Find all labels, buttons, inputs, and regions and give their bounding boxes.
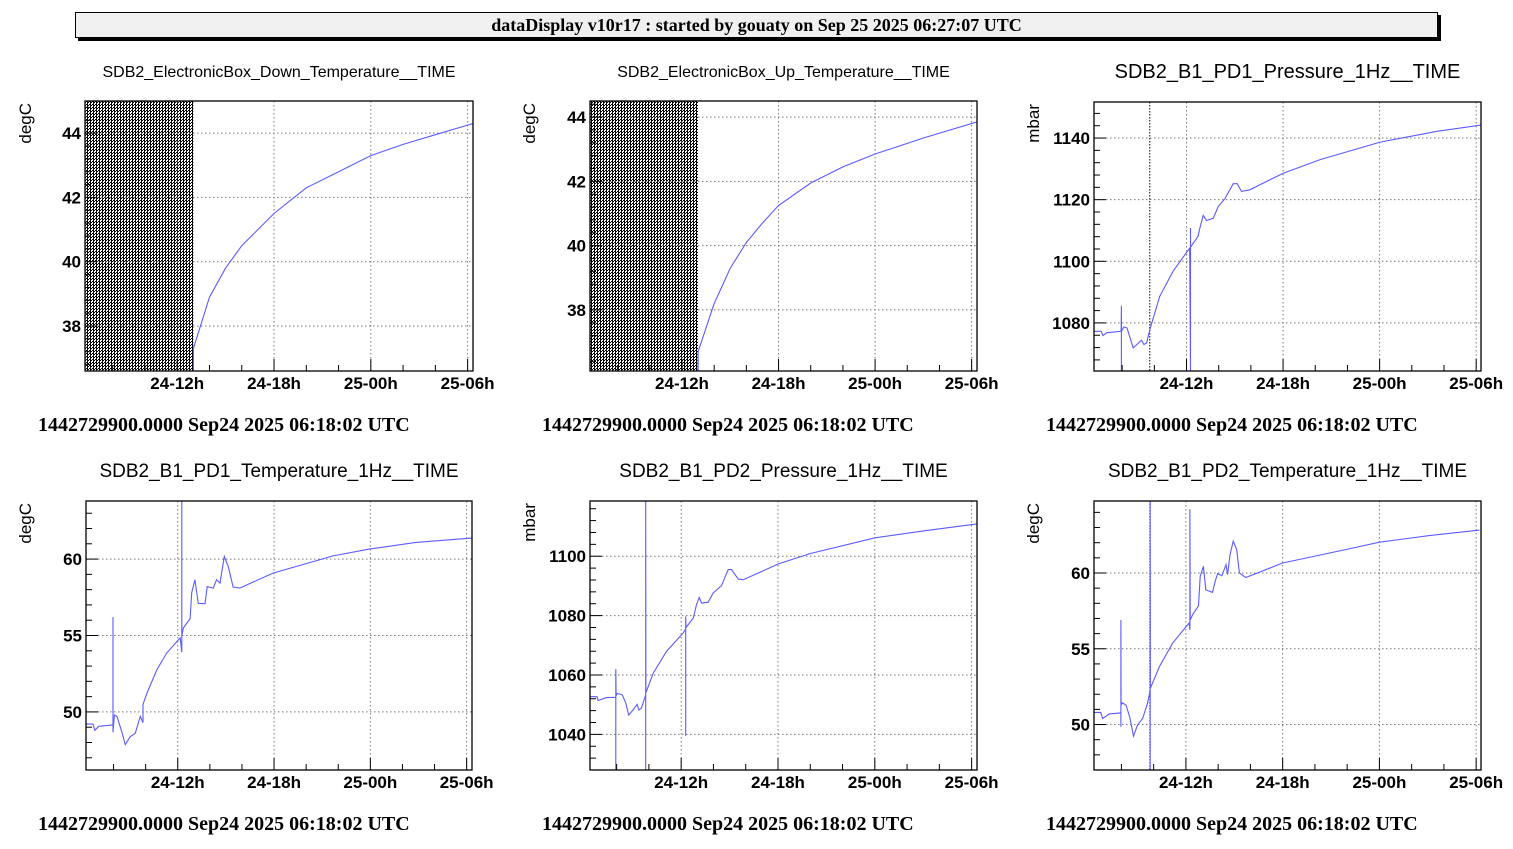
x-tick-label: 24-12h <box>654 773 708 792</box>
plot-title: SDB2_B1_PD2_Temperature_1Hz__TIME <box>1108 461 1467 482</box>
y-tick-label: 50 <box>1071 716 1090 735</box>
x-tick-label: 25-00h <box>343 773 397 792</box>
x-tick-label: 25-00h <box>1352 773 1406 792</box>
data-series-line <box>1094 501 1480 770</box>
plot-title: SDB2_ElectronicBox_Up_Temperature__TIME <box>617 64 950 81</box>
plot-frame <box>1093 101 1482 372</box>
x-tick-label: 24-12h <box>150 374 204 393</box>
x-tick-label: 24-18h <box>752 374 806 393</box>
stats-footer: 1442729900.0000 Sep24 2025 06:18:02 UTC <box>542 813 914 835</box>
y-axis-label: mbar <box>1024 104 1043 143</box>
plot-panel-5: SDB2_B1_PD2_Pressure_1Hz__TIME 1040 1060 10… <box>520 461 999 835</box>
y-tick-label: 55 <box>1071 640 1090 659</box>
stats-footer: 1442729900.0000 Sep24 2025 06:18:02 UTC <box>38 813 410 835</box>
x-tick-label: 25-00h <box>1353 374 1407 393</box>
window-title: dataDisplay v10r17 : started by gouaty o… <box>491 15 1022 35</box>
x-tick-label: 25-06h <box>1449 773 1503 792</box>
y-tick-label: 1040 <box>548 725 586 744</box>
plot-title: SDB2_ElectronicBox_Down_Temperature__TIM… <box>102 64 455 81</box>
y-tick-label: 38 <box>567 301 586 320</box>
x-tick-label: 25-06h <box>440 773 494 792</box>
y-axis-label: mbar <box>520 503 539 542</box>
plot-frame <box>589 500 978 771</box>
plot-frame <box>1093 500 1482 771</box>
no-data-hatched-region <box>85 101 194 371</box>
plot-title: SDB2_B1_PD2_Pressure_1Hz__TIME <box>619 461 947 482</box>
y-tick-label: 40 <box>62 253 81 272</box>
y-axis-label: degC <box>16 503 35 544</box>
x-tick-label: 24-18h <box>247 374 301 393</box>
y-tick-label: 42 <box>62 188 81 207</box>
y-axis-label: degC <box>16 103 35 144</box>
y-tick-label: 38 <box>62 317 81 336</box>
y-tick-label: 42 <box>567 172 586 191</box>
y-tick-label: 50 <box>63 703 82 722</box>
plot-title: SDB2_B1_PD1_Temperature_1Hz__TIME <box>99 461 458 482</box>
stats-footer: 1442729900.0000 Sep24 2025 06:18:02 UTC <box>542 414 914 436</box>
y-axis-label: degC <box>1024 503 1043 544</box>
stats-footer: 1442729900.0000 Sep24 2025 06:18:02 UTC <box>1046 813 1418 835</box>
y-tick-label: 44 <box>567 108 586 127</box>
plot-panel-3: SDB2_B1_PD1_Pressure_1Hz__TIME 1080 1100 11… <box>1024 61 1503 436</box>
x-tick-label: 24-12h <box>151 773 205 792</box>
x-tick-label: 24-12h <box>655 374 709 393</box>
x-tick-label: 24-18h <box>1256 374 1310 393</box>
stats-footer: 1442729900.0000 Sep24 2025 06:18:02 UTC <box>38 414 410 436</box>
data-series-line <box>86 501 472 746</box>
no-data-hatched-region <box>590 101 699 371</box>
plot-panel-2: SDB2_ElectronicBox_Up_Temperature__TIME 3… <box>520 64 999 436</box>
x-tick-label: 25-06h <box>945 374 999 393</box>
plot-panel-1: SDB2_ElectronicBox_Down_Temperature__TIM… <box>16 64 495 436</box>
y-tick-label: 55 <box>63 627 82 646</box>
x-tick-label: 24-12h <box>1160 374 1214 393</box>
y-tick-label: 44 <box>62 124 81 143</box>
x-tick-label: 24-12h <box>1159 773 1213 792</box>
y-tick-label: 40 <box>567 237 586 256</box>
x-tick-label: 25-00h <box>848 773 902 792</box>
y-tick-label: 1080 <box>1052 314 1090 333</box>
plot-title: SDB2_B1_PD1_Pressure_1Hz__TIME <box>1115 61 1461 83</box>
data-series-line <box>697 121 977 371</box>
y-tick-label: 1100 <box>549 547 586 566</box>
x-tick-label: 24-18h <box>247 773 301 792</box>
y-tick-label: 60 <box>63 550 82 569</box>
x-tick-label: 24-18h <box>1256 773 1310 792</box>
y-axis-label: degC <box>520 103 539 144</box>
window-title-bar: dataDisplay v10r17 : started by gouaty o… <box>75 12 1438 38</box>
y-tick-label: 60 <box>1071 564 1090 583</box>
y-tick-label: 1140 <box>1053 129 1090 148</box>
plot-panel-4: SDB2_B1_PD1_Temperature_1Hz__TIME 50 55 60 2… <box>16 461 494 835</box>
plot-frame <box>589 100 978 372</box>
y-tick-label: 1080 <box>548 607 586 626</box>
x-tick-label: 25-06h <box>1449 374 1503 393</box>
y-tick-label: 1120 <box>1053 191 1090 210</box>
x-tick-label: 25-06h <box>945 773 999 792</box>
stats-footer: 1442729900.0000 Sep24 2025 06:18:02 UTC <box>1046 414 1418 436</box>
y-tick-label: 1060 <box>548 666 586 685</box>
plot-panel-6: SDB2_B1_PD2_Temperature_1Hz__TIME 50 55 60 2… <box>1024 461 1503 835</box>
data-series-line <box>1094 124 1481 371</box>
y-tick-label: 1100 <box>1053 252 1090 271</box>
data-series-line <box>192 122 473 371</box>
x-tick-label: 25-00h <box>848 374 902 393</box>
data-series-line <box>590 501 977 770</box>
x-tick-label: 24-18h <box>751 773 805 792</box>
x-tick-label: 25-00h <box>344 374 398 393</box>
x-tick-label: 25-06h <box>441 374 495 393</box>
